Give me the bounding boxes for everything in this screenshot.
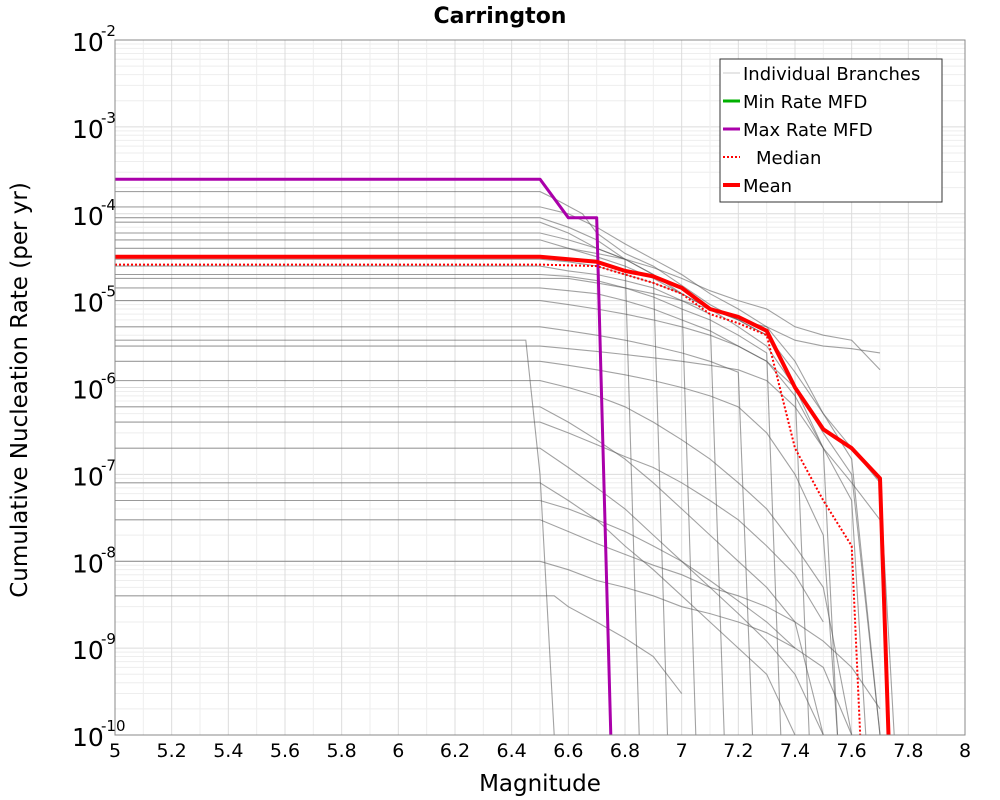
x-tick-label: 5.6 [270, 740, 300, 762]
y-tick-exponent: -8 [101, 543, 116, 561]
branch-line [115, 360, 839, 736]
y-tick-exponent: -9 [101, 630, 116, 648]
legend-label: Mean [743, 176, 792, 197]
x-tick-label: 7.2 [723, 740, 753, 762]
branch-line [115, 595, 683, 694]
x-tick-label: 7.8 [893, 740, 923, 762]
x-tick-label: 7.4 [780, 740, 810, 762]
main-series [115, 177, 891, 736]
x-tick-label: 5.4 [213, 740, 243, 762]
y-tick-label: 10 [72, 115, 104, 144]
y-tick-label: 10 [72, 462, 104, 491]
y-tick-label: 10 [72, 636, 104, 665]
y-tick-label: 10 [72, 289, 104, 318]
y-tick-exponent: -4 [101, 196, 116, 214]
branch-line [115, 380, 853, 736]
y-tick-label: 10 [72, 28, 104, 57]
y-tick-label: 10 [72, 376, 104, 405]
y-tick-exponent: -10 [101, 717, 126, 735]
y-tick-exponent: -3 [101, 109, 116, 127]
branch-line [115, 273, 782, 736]
x-tick-label: 5.8 [327, 740, 357, 762]
x-tick-label: 6.4 [497, 740, 527, 762]
branch-line [115, 326, 754, 736]
individual-branches [115, 191, 895, 736]
legend-box [719, 58, 943, 203]
branch-line [115, 339, 555, 736]
branch-line [115, 421, 824, 623]
y-tick-exponent: -5 [101, 283, 116, 301]
plot-frame [114, 39, 966, 736]
x-tick-label: 6.2 [440, 740, 470, 762]
x-tick-label: 7 [676, 740, 688, 762]
max-rate-mfd-line [115, 177, 613, 736]
x-axis-ticks: 5 5.2 5.4 5.6 5.8 6 6.2 6.4 6.6 6.8 7 7.2 7.4 7.6 7.8 8 [109, 740, 971, 762]
legend-label: Min Rate MFD [743, 92, 867, 113]
branch-line [115, 287, 867, 736]
branch-line [115, 265, 725, 736]
legend-label: Max Rate MFD [743, 120, 873, 141]
x-tick-label: 6.8 [610, 740, 640, 762]
y-tick-exponent: -6 [101, 370, 116, 388]
x-tick-label: 5.2 [157, 740, 187, 762]
y-axis-label: Cumulative Nucleation Rate (per yr) [7, 182, 33, 598]
legend-label: Individual Branches [743, 64, 920, 85]
y-tick-exponent: -7 [101, 456, 116, 474]
x-tick-label: 6 [392, 740, 404, 762]
chart-title: Carrington [434, 4, 567, 29]
y-tick-label: 10 [72, 202, 104, 231]
x-tick-label: 5 [109, 740, 121, 762]
x-axis-label: Magnitude [479, 771, 601, 797]
x-tick-label: 6.6 [553, 740, 583, 762]
mean-line [115, 254, 891, 736]
branch-line [115, 447, 824, 736]
branch-line [115, 345, 881, 521]
legend: Individual Branches Min Rate MFD Max Rate … [719, 58, 943, 203]
x-tick-label: 8 [959, 740, 971, 762]
branch-line [115, 300, 810, 736]
branch-line [115, 519, 881, 710]
branch-line [115, 217, 640, 736]
y-tick-exponent: -2 [101, 22, 116, 40]
branch-line [115, 499, 796, 649]
median-line [115, 263, 862, 736]
y-tick-label: 10 [72, 723, 104, 752]
branch-line [115, 482, 796, 736]
legend-label: Median [756, 148, 821, 169]
x-tick-label: 7.6 [837, 740, 867, 762]
y-tick-label: 10 [72, 549, 104, 578]
branch-line [115, 406, 824, 736]
